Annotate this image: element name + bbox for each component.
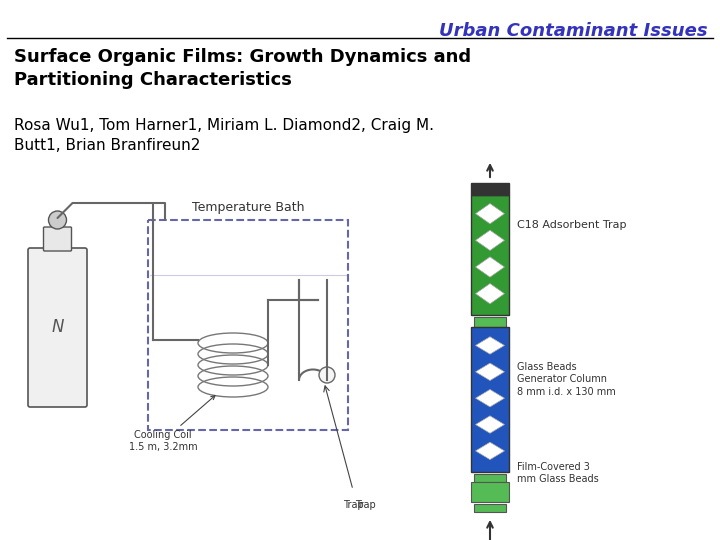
Bar — [474, 474, 506, 482]
FancyBboxPatch shape — [43, 227, 71, 251]
Polygon shape — [475, 230, 505, 251]
Bar — [471, 183, 509, 195]
Bar — [471, 195, 509, 315]
Text: Film-Covered 3
mm Glass Beads: Film-Covered 3 mm Glass Beads — [517, 462, 599, 484]
Bar — [471, 482, 509, 502]
Bar — [471, 327, 509, 472]
Bar — [474, 317, 506, 327]
Circle shape — [48, 211, 66, 229]
Text: Temperature Bath: Temperature Bath — [192, 201, 305, 214]
Text: Cooling Coil
1.5 m, 3.2mm: Cooling Coil 1.5 m, 3.2mm — [129, 396, 215, 451]
Bar — [148, 220, 348, 430]
FancyBboxPatch shape — [28, 248, 87, 407]
Text: Trap: Trap — [355, 500, 376, 510]
Polygon shape — [475, 389, 505, 407]
Polygon shape — [475, 442, 505, 460]
Polygon shape — [475, 204, 505, 224]
Text: Glass Beads
Generator Column
8 mm i.d. x 130 mm: Glass Beads Generator Column 8 mm i.d. x… — [517, 362, 616, 397]
Polygon shape — [475, 337, 505, 354]
Text: Trap: Trap — [343, 500, 364, 510]
Polygon shape — [475, 284, 505, 304]
Circle shape — [319, 367, 335, 383]
Text: Urban Contaminant Issues: Urban Contaminant Issues — [439, 22, 708, 40]
Polygon shape — [475, 363, 505, 381]
Text: Rosa Wu1, Tom Harner1, Miriam L. Diamond2, Craig M.
Butt1, Brian Branfireun2: Rosa Wu1, Tom Harner1, Miriam L. Diamond… — [14, 118, 434, 153]
Text: Surface Organic Films: Growth Dynamics and
Partitioning Characteristics: Surface Organic Films: Growth Dynamics a… — [14, 48, 471, 89]
Bar — [474, 504, 506, 512]
Text: C18 Adsorbent Trap: C18 Adsorbent Trap — [517, 220, 626, 230]
Polygon shape — [475, 416, 505, 433]
Polygon shape — [475, 257, 505, 277]
Text: N: N — [51, 319, 63, 336]
